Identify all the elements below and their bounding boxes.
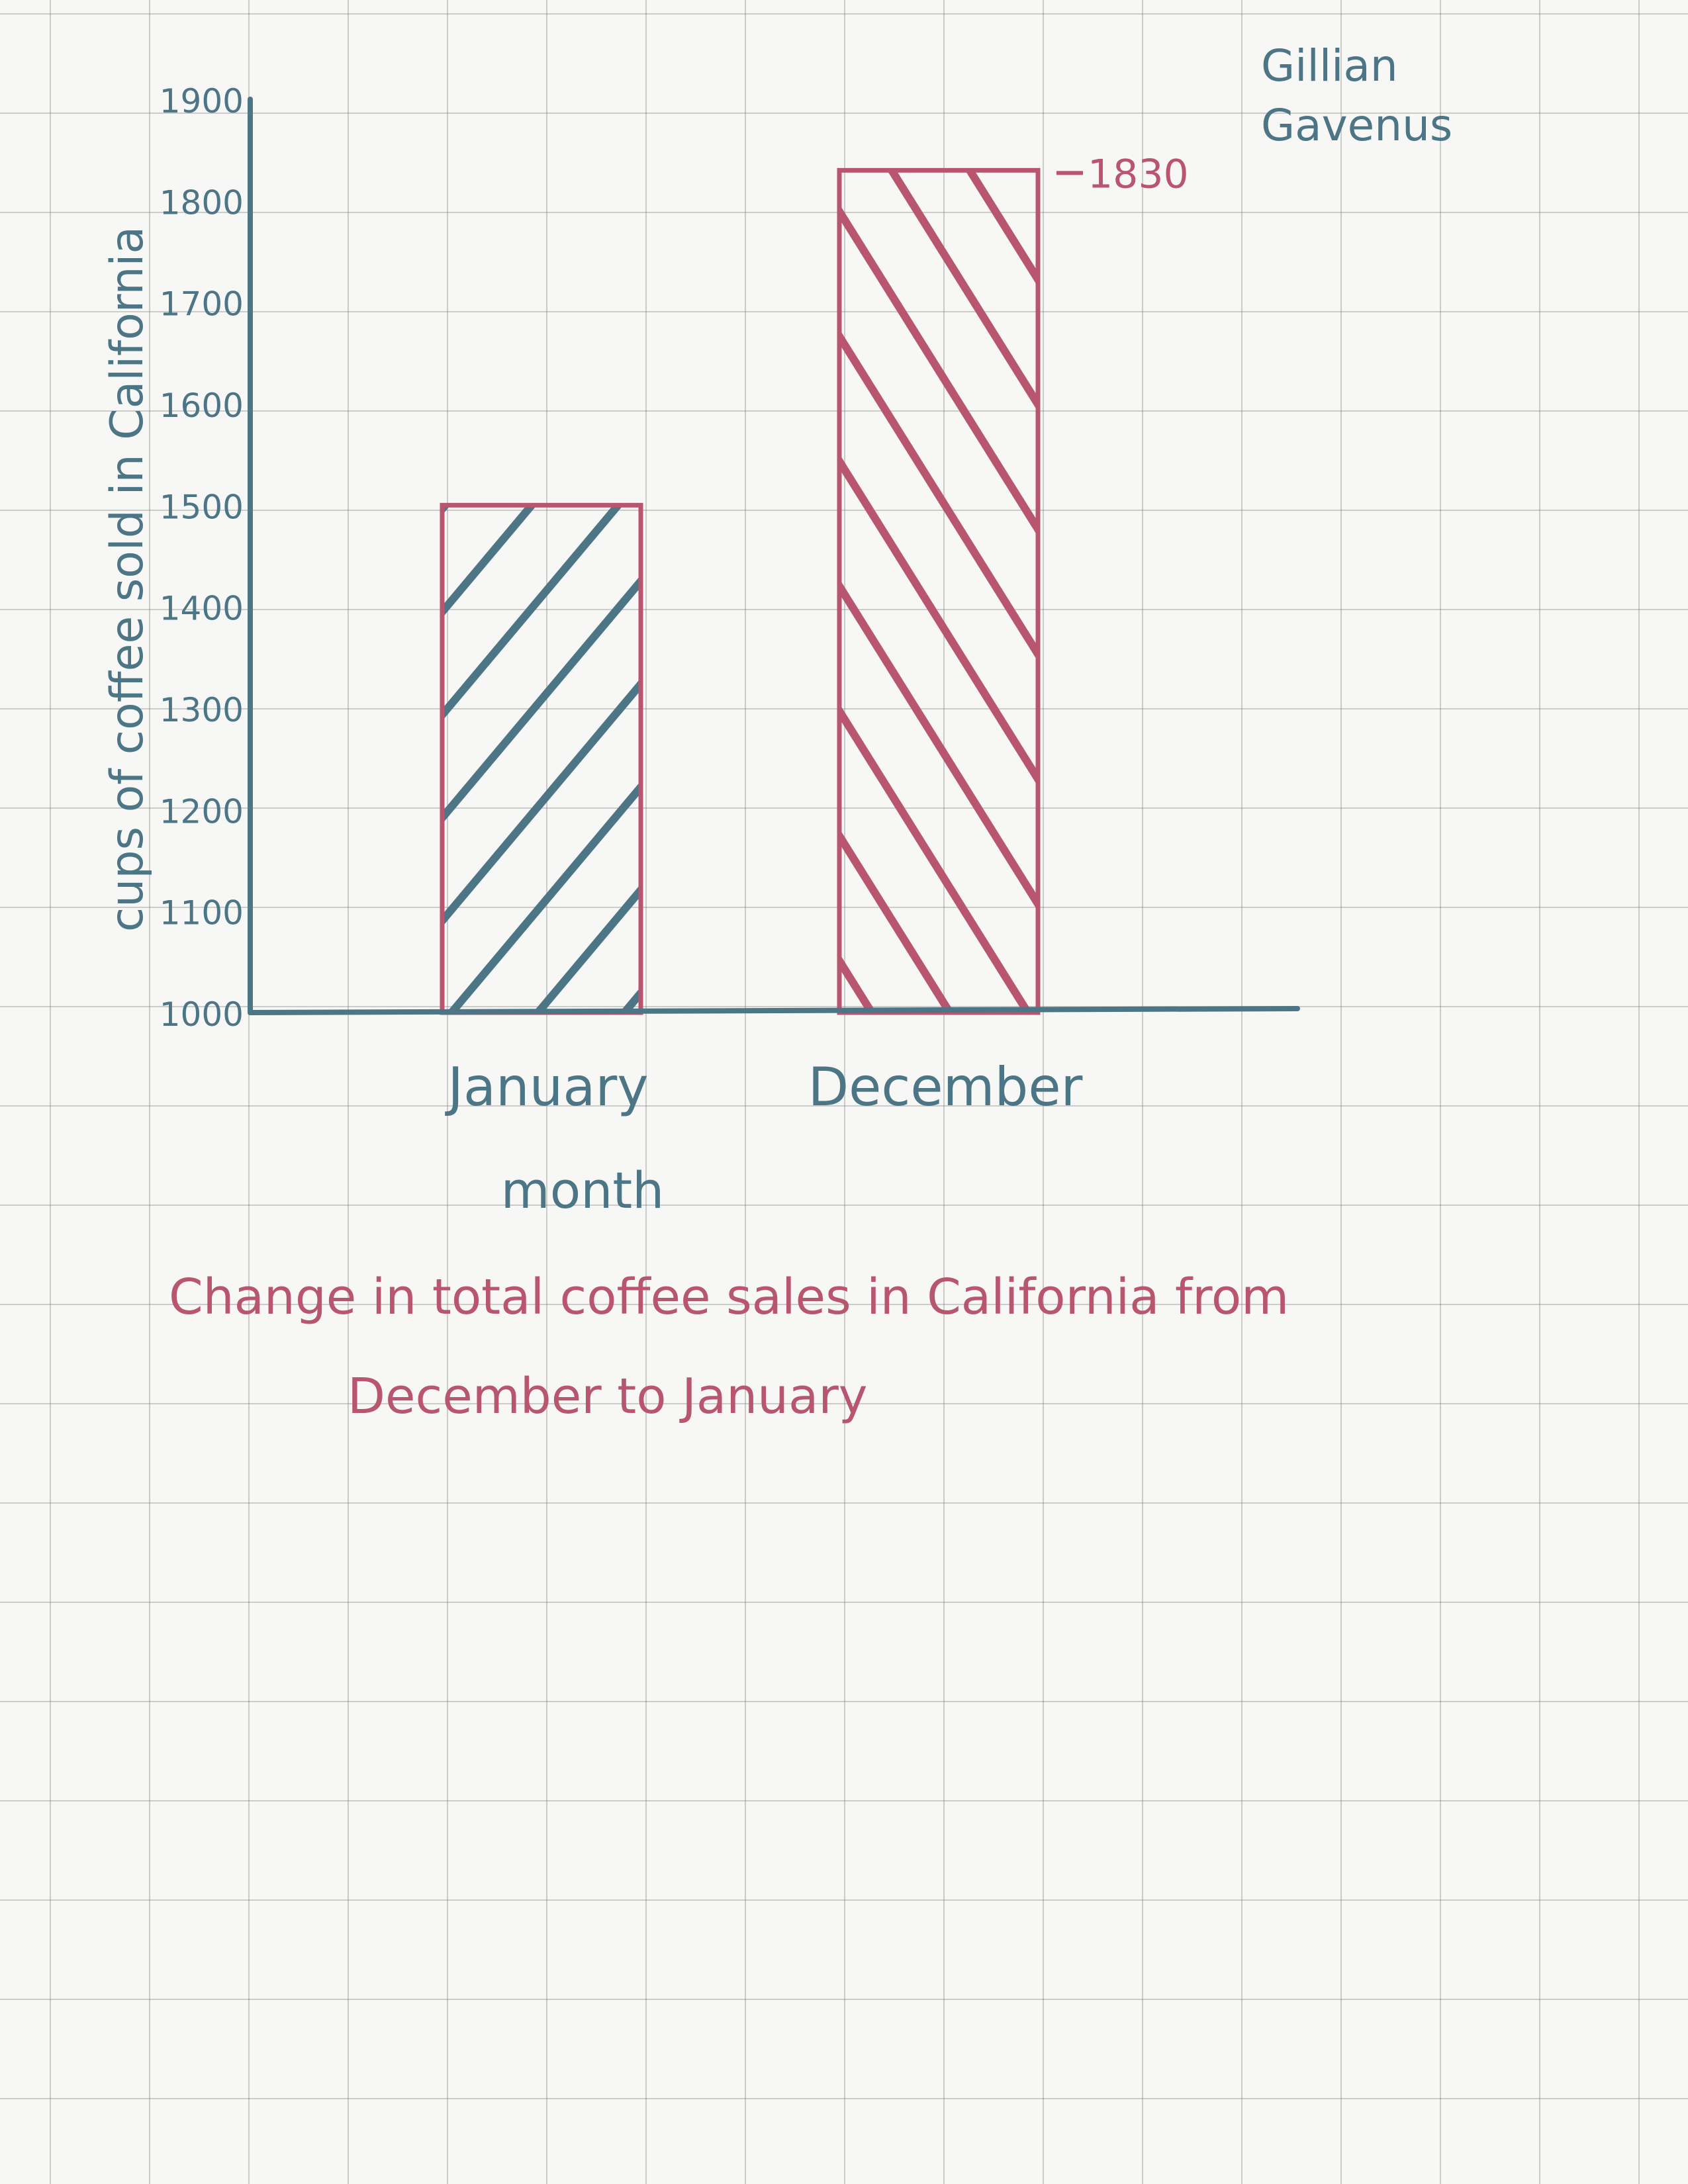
y-axis-label: cups of coffee sold in California [101,226,154,932]
author-first-name: Gillian [1261,40,1398,91]
y-tick-label: 1500 [160,488,244,526]
y-tick-label: 1900 [160,82,244,120]
y-tick-label: 1800 [160,183,244,222]
chart-title: Change in total coffee sales in Californ… [169,1248,1559,1446]
y-tick-label: 1400 [160,590,244,628]
y-tick-label: 1200 [160,792,244,831]
y-tick-label: 1300 [160,691,244,729]
chart-title-line-2: December to January [348,1368,868,1425]
chart-title-line-1: Change in total coffee sales in Californ… [169,1269,1289,1326]
x-tick-label: January [444,1056,648,1118]
bar-hatch-january [442,505,641,1013]
y-tick-label: 1100 [160,894,244,933]
author-name: Gillian Gavenus [1261,36,1473,156]
y-tick-label: 1700 [160,285,244,324]
x-axis-label: month [501,1161,665,1220]
y-tick-label: 1600 [160,387,244,425]
y-tick-label: 1000 [160,995,244,1034]
bar-hatch-december [839,170,1038,1013]
data-label: 1830 [1088,151,1189,197]
author-last-name: Gavenus [1261,100,1453,151]
x-axis-line [248,1006,1300,1015]
x-tick-label: December [808,1056,1083,1118]
